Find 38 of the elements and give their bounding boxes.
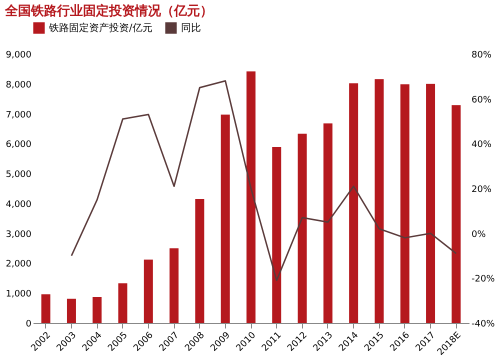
y-tick-label: 2,000 [6,260,32,270]
line-series [70,80,457,282]
chart-title: 全国铁路行业固定投资情况（亿元） [4,3,214,19]
bar [41,294,50,323]
bar [349,83,358,323]
bar [374,79,384,323]
bar [323,123,332,323]
bar [452,105,461,323]
y-tick-label: 8,000 [6,80,32,90]
bar [195,198,204,323]
bar [66,298,76,323]
y2-tick-label: 20% [472,185,492,195]
y-tick-label: 9,000 [6,50,32,60]
y-tick-label: 4,000 [6,200,32,210]
y2-tick-label: -40% [472,320,496,330]
bar [170,248,179,323]
y-tick-label: 0 [26,320,32,330]
bar [144,260,153,323]
y-tick-label: 1,000 [6,290,32,300]
bar [298,134,307,323]
y-tick-label: 5,000 [6,170,32,180]
bar [272,146,282,323]
y-tick-label: 6,000 [6,140,32,150]
bar [118,283,128,323]
y2-tick-label: 0% [472,230,486,240]
y2-tick-label: 80% [472,50,492,60]
y-tick-label: 7,000 [6,110,32,120]
bar [92,296,102,323]
y2-tick-label: 40% [472,140,492,150]
bar [426,84,436,323]
y-tick-label: 3,000 [6,230,32,240]
bar [400,84,410,323]
bar [220,114,230,323]
legend-label: 同比 [181,22,201,34]
y2-tick-label: 60% [472,95,492,106]
legend-label: 铁路固定资产投资/亿元 [48,22,152,34]
bar [246,71,256,323]
y2-tick-label: -20% [472,274,496,285]
